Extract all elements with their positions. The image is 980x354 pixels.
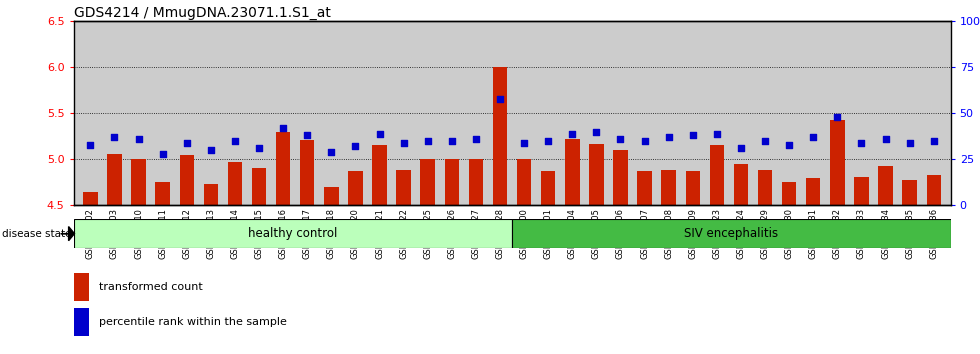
Bar <box>348 171 363 205</box>
Bar <box>74 308 89 336</box>
Bar <box>156 182 170 205</box>
Point <box>203 147 219 153</box>
Point <box>829 114 845 120</box>
Bar <box>637 171 652 205</box>
Point <box>564 131 580 136</box>
Point <box>516 140 532 145</box>
Point <box>685 132 701 138</box>
Point <box>661 135 676 140</box>
Point <box>709 131 724 136</box>
Point <box>733 145 749 151</box>
Bar <box>903 179 917 205</box>
Bar <box>589 144 604 205</box>
Bar <box>74 219 512 248</box>
Text: SIV encephalitis: SIV encephalitis <box>684 227 778 240</box>
Bar <box>107 154 122 205</box>
Bar <box>252 167 267 205</box>
Bar <box>468 159 483 205</box>
Bar <box>300 140 315 205</box>
Point <box>82 142 98 147</box>
Bar <box>179 155 194 205</box>
Point <box>155 151 171 156</box>
Bar <box>396 170 411 205</box>
Point <box>492 96 508 101</box>
Point <box>323 149 339 155</box>
Bar <box>926 175 941 205</box>
Bar <box>204 184 219 205</box>
Bar <box>324 187 338 205</box>
Bar <box>878 166 893 205</box>
Bar <box>806 178 820 205</box>
Bar <box>445 159 459 205</box>
Point <box>227 138 243 144</box>
Point <box>781 142 797 147</box>
Point <box>878 136 894 142</box>
Point <box>806 135 821 140</box>
Point <box>179 140 195 145</box>
Point <box>758 138 773 144</box>
Point <box>348 144 364 149</box>
Point <box>251 145 267 151</box>
Bar <box>782 182 797 205</box>
Point <box>854 140 869 145</box>
Point <box>612 136 628 142</box>
Point <box>468 136 484 142</box>
Bar <box>613 150 628 205</box>
Bar <box>855 177 868 205</box>
Bar <box>541 171 556 205</box>
Bar <box>83 192 98 205</box>
Point <box>275 125 291 131</box>
Point <box>107 135 122 140</box>
Point <box>300 132 316 138</box>
Bar <box>686 171 700 205</box>
Bar <box>830 120 845 205</box>
Text: percentile rank within the sample: percentile rank within the sample <box>99 317 287 327</box>
Bar <box>420 159 435 205</box>
Text: disease state: disease state <box>2 229 72 239</box>
Bar <box>227 162 242 205</box>
Text: healthy control: healthy control <box>248 227 337 240</box>
Point <box>902 140 917 145</box>
Point <box>371 131 387 136</box>
Bar <box>516 159 531 205</box>
Bar <box>662 170 676 205</box>
Point <box>926 138 942 144</box>
Point <box>396 140 412 145</box>
Bar <box>512 219 951 248</box>
Bar <box>493 67 508 205</box>
Bar <box>758 170 772 205</box>
Point <box>540 138 556 144</box>
Point <box>589 129 605 135</box>
Bar <box>734 164 748 205</box>
Bar <box>74 273 89 301</box>
Bar <box>276 132 290 205</box>
Point <box>637 138 653 144</box>
Bar <box>131 159 146 205</box>
Text: transformed count: transformed count <box>99 282 203 292</box>
Bar <box>372 145 387 205</box>
Point <box>419 138 435 144</box>
Point <box>444 138 460 144</box>
Text: GDS4214 / MmugDNA.23071.1.S1_at: GDS4214 / MmugDNA.23071.1.S1_at <box>74 6 330 20</box>
Bar <box>565 139 579 205</box>
Point <box>130 136 146 142</box>
Bar <box>710 145 724 205</box>
